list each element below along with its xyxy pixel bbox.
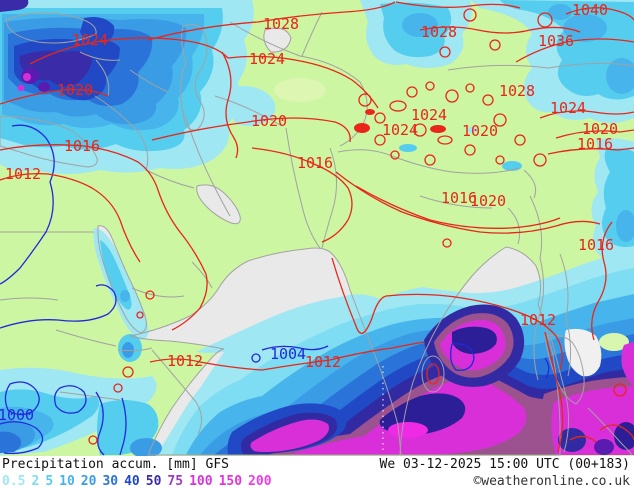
isobar-label: 1012 bbox=[167, 352, 203, 370]
isobar-label: 1028 bbox=[421, 23, 457, 41]
legend-bar: Precipitation accum. [mm] GFS We 03-12-2… bbox=[0, 456, 634, 490]
isobar-label: 1020 bbox=[57, 81, 93, 99]
isobar-label: 1016 bbox=[578, 236, 614, 254]
isobar-label: 1028 bbox=[499, 82, 535, 100]
map-title: Precipitation accum. [mm] GFS bbox=[2, 457, 229, 472]
isobar-label: 1012 bbox=[520, 311, 556, 329]
isobar-low-layer bbox=[0, 124, 550, 456]
scale-value: 200 bbox=[248, 474, 272, 489]
isobar-high-layer bbox=[0, 1, 634, 453]
contour-scribble-patches bbox=[354, 109, 446, 133]
isobar-label: 1012 bbox=[5, 165, 41, 183]
isobar-label: 1020 bbox=[251, 112, 287, 130]
scale-value: 30 bbox=[102, 474, 119, 489]
scale-value: 150 bbox=[218, 474, 243, 489]
border-layer bbox=[0, 11, 634, 456]
isobar-label: 1024 bbox=[249, 50, 285, 68]
precipitation-map-image: 1024102010281024102010161012101610281040… bbox=[0, 0, 634, 456]
scale-value: 100 bbox=[189, 474, 213, 489]
isobar-label: 1016 bbox=[441, 189, 477, 207]
isobar-labels-layer: 1024102010281024102010161012101610281040… bbox=[0, 1, 618, 424]
precip-scale-values: 0.5 2 5 10 20 30 40 50 75 100 150 200 bbox=[2, 473, 278, 490]
scale-value: 20 bbox=[80, 474, 97, 489]
isobar-label: 1024 bbox=[550, 99, 586, 117]
isobar-label: 1000 bbox=[0, 406, 34, 424]
isobar-label: 1024 bbox=[72, 31, 108, 49]
isobar-label: 1020 bbox=[470, 192, 506, 210]
isobar-label: 1016 bbox=[297, 154, 333, 172]
scale-value: 0.5 bbox=[2, 474, 26, 489]
scale-value: 40 bbox=[124, 474, 140, 489]
scale-value: 2 bbox=[31, 474, 40, 489]
isobar-label: 1020 bbox=[582, 120, 618, 138]
isobar-label: 1004 bbox=[270, 345, 306, 363]
isobar-label: 1036 bbox=[538, 32, 574, 50]
isobar-label: 1020 bbox=[462, 122, 498, 140]
isobar-label: 1016 bbox=[64, 137, 100, 155]
isobar-label: 1016 bbox=[577, 135, 613, 153]
map-area: 1024 1020 1028 1024 1020 1016 1012 1016 1028 1040… bbox=[0, 0, 634, 456]
scale-value: 5 bbox=[45, 474, 54, 489]
timestamp: We 03-12-2025 15:00 UTC (00+183) bbox=[379, 457, 630, 472]
isobar-label: 1028 bbox=[263, 15, 299, 33]
isobar-label: 1024 bbox=[411, 106, 447, 124]
scale-value: 75 bbox=[167, 474, 184, 489]
scale-value: 50 bbox=[145, 474, 162, 489]
isobar-label: 1012 bbox=[305, 353, 341, 371]
copyright: ©weatheronline.co.uk bbox=[473, 474, 630, 489]
scale-value: 10 bbox=[59, 474, 75, 489]
isobar-label: 1040 bbox=[572, 1, 608, 19]
isobar-label: 1024 bbox=[382, 121, 418, 139]
